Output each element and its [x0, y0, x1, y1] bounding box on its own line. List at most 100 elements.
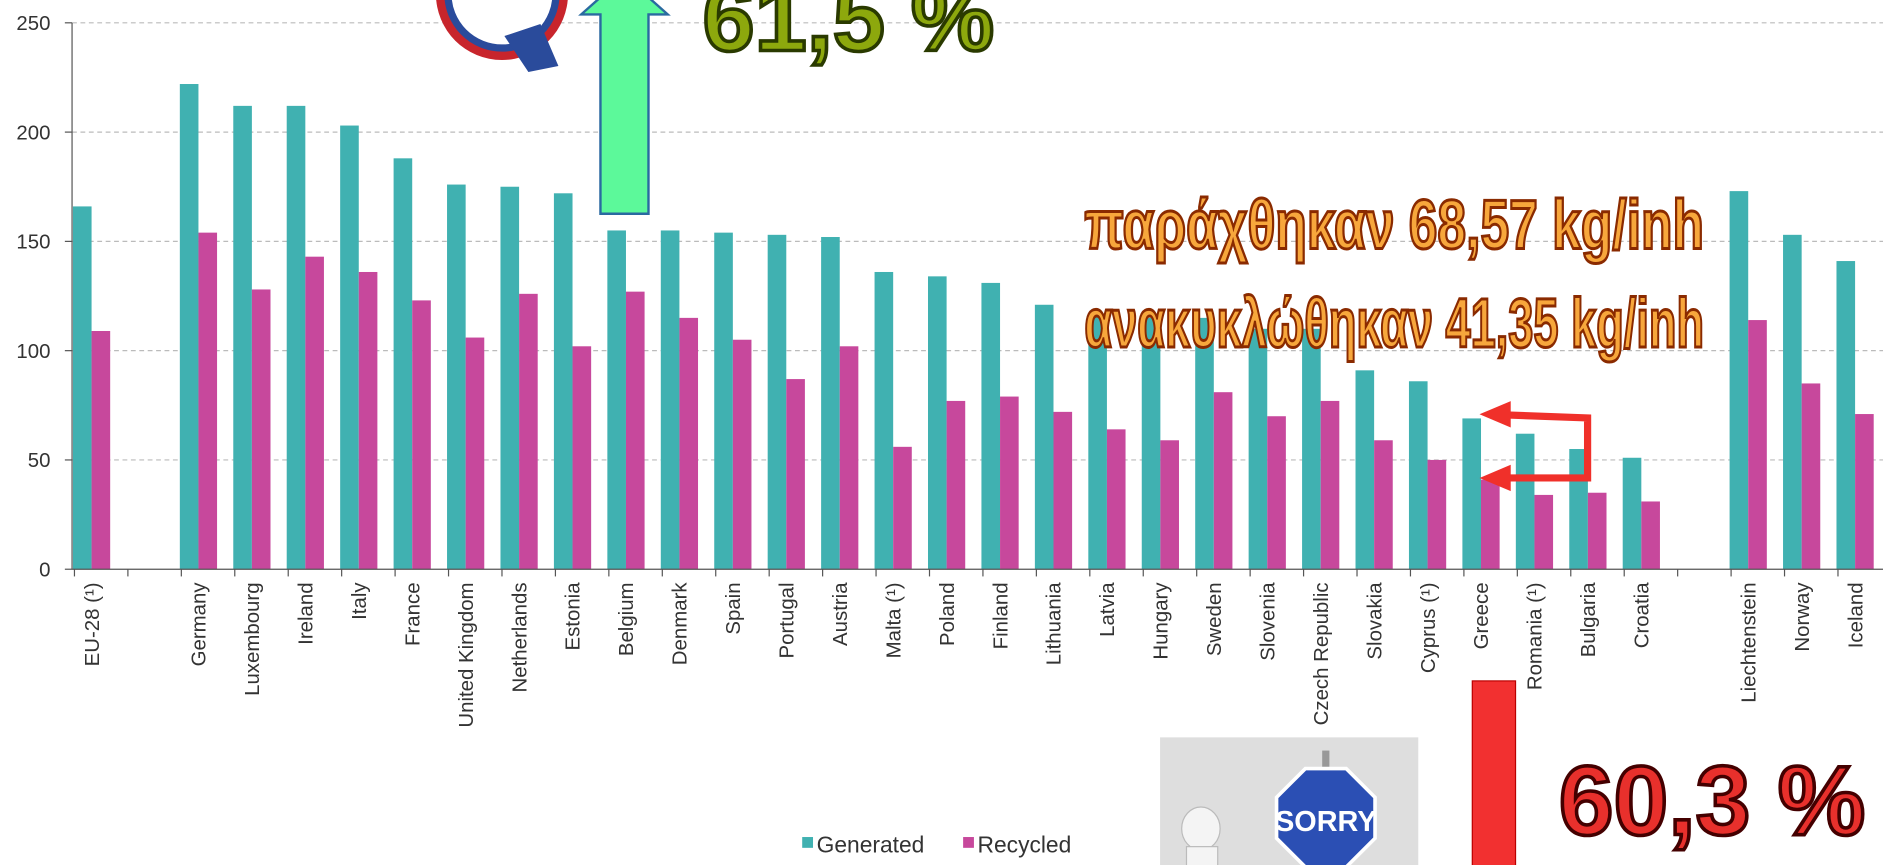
red-arrow: [1488, 410, 1592, 482]
bar: [1160, 440, 1179, 570]
bar: [981, 282, 1001, 570]
bar: [305, 256, 324, 570]
bar: [1053, 411, 1073, 570]
bar: [233, 105, 252, 570]
x-tick-label: Estonia: [563, 582, 585, 651]
bar: [198, 232, 218, 570]
bar: [1374, 440, 1393, 570]
bar: [179, 84, 199, 570]
bar: [72, 206, 92, 570]
rosette: [436, 0, 568, 73]
x-tick-label: Slovenia: [1257, 582, 1279, 661]
bar: [447, 184, 466, 570]
bar: [1000, 396, 1019, 570]
bar: [1855, 414, 1874, 570]
bar: [1622, 457, 1642, 570]
legend-swatch: [802, 837, 814, 848]
x-tick-label: Finland: [990, 582, 1012, 649]
bar: [927, 276, 947, 570]
x-tick-label: Croatia: [1632, 582, 1654, 648]
x-tick-label: Latvia: [1097, 582, 1119, 637]
figure-head: [1181, 806, 1221, 851]
bar: [1481, 479, 1500, 570]
bar: [1320, 400, 1340, 570]
bar: [1534, 494, 1554, 570]
bar: [1427, 459, 1447, 570]
bar: [1462, 418, 1482, 570]
x-tick-label: Slovakia: [1364, 582, 1386, 660]
bar: [1729, 191, 1749, 570]
x-tick-label: Portugal: [776, 582, 798, 658]
bar: [1106, 429, 1126, 570]
bar: [572, 346, 592, 570]
bar: [519, 293, 538, 570]
bar: [1302, 328, 1321, 570]
bar: [714, 232, 733, 570]
x-tick-label: Netherlands: [509, 582, 531, 692]
bar: [767, 234, 787, 570]
annotation: παράχθηκαν 68,57 kg/inh: [1084, 186, 1704, 264]
bar: [946, 400, 966, 570]
x-tick-label: Malta (¹): [883, 582, 905, 658]
bar: [358, 271, 378, 570]
x-tick-label: Hungary: [1151, 582, 1173, 660]
bar: [1587, 492, 1607, 570]
bar: [1355, 370, 1375, 570]
legend-swatch: [963, 837, 974, 848]
bar: [465, 337, 485, 570]
x-tick-label: France: [402, 582, 424, 646]
bar: [732, 339, 752, 570]
annotation: SORRY: [1275, 806, 1376, 838]
bar: [340, 125, 359, 570]
bar: [1783, 234, 1802, 570]
bar: [625, 291, 645, 570]
bar: [1195, 317, 1214, 570]
bar: [839, 346, 859, 570]
bar: [1515, 433, 1535, 570]
x-tick-label: Greece: [1471, 582, 1493, 649]
x-tick-label: Czech Republic: [1311, 582, 1333, 725]
x-tick-label: Germany: [189, 582, 211, 667]
bar: [607, 230, 626, 570]
chart-root: 0 50 100 150 200 250 EU-28 (¹) Germany Luxembour…: [16, 0, 1883, 865]
bar: [893, 446, 912, 570]
bar: [1408, 381, 1428, 570]
bar: [286, 105, 306, 570]
annotation: ανακυκλώθηκαν 41,35 kg/inh: [1084, 284, 1704, 362]
x-tick-label: Austria: [830, 582, 852, 646]
x-tick-label: Luxembourg: [242, 582, 264, 695]
x-tick-label: Poland: [937, 582, 959, 646]
x-tick-label: Iceland: [1845, 582, 1867, 648]
red-arrow-head: [1479, 464, 1511, 492]
red-arrow-head: [1479, 401, 1511, 428]
bar: [1141, 317, 1161, 570]
x-tick-label: Sweden: [1204, 582, 1226, 656]
y-tick-label: 150: [16, 232, 50, 254]
bar: [500, 186, 520, 570]
bar: [251, 289, 271, 570]
red-bar: [1471, 680, 1517, 865]
bar: [1034, 304, 1054, 570]
bar: [1088, 313, 1107, 570]
x-tick-label: Bulgaria: [1578, 582, 1600, 658]
bar: [1213, 392, 1233, 570]
bar: [821, 237, 840, 570]
x-tick-label: EU-28 (¹): [82, 582, 104, 666]
x-tick-label: United Kingdom: [456, 582, 478, 727]
x-tick-label: Cyprus (¹): [1418, 582, 1440, 673]
bar: [412, 300, 431, 570]
annotation: 61,5 %: [703, 0, 995, 70]
legend-label: Recycled: [978, 832, 1072, 858]
bar: [91, 330, 111, 570]
x-tick-label: Norway: [1792, 582, 1814, 652]
bar: [1267, 416, 1286, 570]
green-arrow: [578, 0, 671, 215]
annotation: 60,3 %: [1559, 746, 1866, 856]
rosette-ribbon: [504, 24, 559, 73]
x-tick-label: Denmark: [670, 582, 692, 666]
bar: [1748, 320, 1767, 570]
bar: [1801, 383, 1821, 570]
stop-sign: [1274, 766, 1377, 865]
bar: [1836, 261, 1856, 570]
